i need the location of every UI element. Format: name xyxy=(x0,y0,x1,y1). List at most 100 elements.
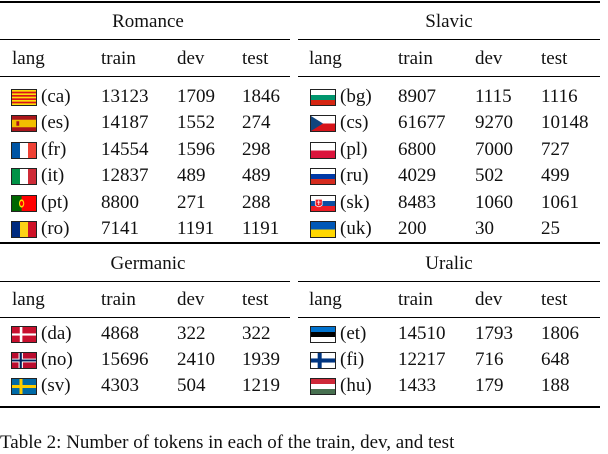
train-value: 14554 xyxy=(101,138,149,160)
group-title: Romance xyxy=(112,11,184,32)
test-value: 648 xyxy=(541,349,570,371)
group-title-rule xyxy=(298,281,600,282)
test-value: 10148 xyxy=(541,112,589,134)
lang-code: (ru) xyxy=(340,165,369,187)
dev-value: 1793 xyxy=(475,323,513,344)
france-flag-icon xyxy=(11,141,37,159)
lang-code: (bg) xyxy=(340,86,372,107)
train-value: 200 xyxy=(398,218,427,239)
test-value: 499 xyxy=(541,165,570,187)
train-value: 8800 xyxy=(101,191,139,213)
test-value: 727 xyxy=(541,138,570,160)
test-value: 188 xyxy=(541,375,570,397)
group-title: Slavic xyxy=(425,11,473,32)
header-dev: dev xyxy=(475,289,503,310)
table-bottom-rule xyxy=(0,406,600,408)
ukraine-flag-icon xyxy=(310,221,336,238)
lang-code: (cs) xyxy=(340,112,369,134)
poland-flag-icon xyxy=(310,141,336,159)
czechia-flag-icon xyxy=(310,115,336,133)
dev-value: 322 xyxy=(177,323,206,344)
header-train: train xyxy=(398,48,433,69)
header-train: train xyxy=(101,289,136,310)
header-test: test xyxy=(541,289,568,310)
slovakia-flag-icon xyxy=(310,194,336,212)
test-value: 1191 xyxy=(242,218,280,239)
train-value: 14187 xyxy=(101,112,149,134)
group-title: Uralic xyxy=(425,253,473,274)
train-value: 61677 xyxy=(398,112,446,134)
lang-code: (fi) xyxy=(340,349,365,371)
header-rule xyxy=(298,317,600,318)
header-rule xyxy=(298,76,600,77)
dev-value: 1060 xyxy=(475,191,513,213)
header-lang: lang xyxy=(309,289,342,310)
bulgaria-flag-icon xyxy=(310,89,336,106)
test-value: 1939 xyxy=(242,349,280,371)
lang-code: (hu) xyxy=(340,375,372,397)
header-lang: lang xyxy=(12,289,45,310)
dev-value: 502 xyxy=(475,165,504,187)
header-dev: dev xyxy=(177,48,205,69)
train-value: 8483 xyxy=(398,191,436,213)
lang-code: (es) xyxy=(41,112,70,134)
lang-code: (ca) xyxy=(41,86,71,107)
lang-code: (it) xyxy=(41,165,65,187)
header-lang: lang xyxy=(309,48,342,69)
lang-code: (uk) xyxy=(340,218,372,239)
catalonia-flag-icon xyxy=(11,89,37,106)
lang-code: (da) xyxy=(41,323,72,344)
train-value: 15696 xyxy=(101,349,149,371)
dev-value: 179 xyxy=(475,375,504,397)
header-dev: dev xyxy=(177,289,205,310)
dev-value: 7000 xyxy=(475,138,513,160)
train-value: 12837 xyxy=(101,165,149,187)
train-value: 12217 xyxy=(398,349,446,371)
dev-value: 716 xyxy=(475,349,504,371)
spain-flag-icon xyxy=(11,115,37,133)
lang-code: (fr) xyxy=(41,138,67,160)
group-title-rule xyxy=(0,39,290,40)
norway-flag-icon xyxy=(11,352,37,370)
portugal-flag-icon xyxy=(11,194,37,212)
train-value: 13123 xyxy=(101,86,149,107)
sweden-flag-icon xyxy=(11,378,37,396)
dev-value: 1115 xyxy=(475,86,512,107)
lang-code: (ro) xyxy=(41,218,70,239)
group-title-rule xyxy=(0,281,290,282)
dev-value: 1709 xyxy=(177,86,215,107)
lang-code: (et) xyxy=(340,323,367,344)
header-test: test xyxy=(242,289,269,310)
header-dev: dev xyxy=(475,48,503,69)
italy-flag-icon xyxy=(11,168,37,186)
lang-code: (sv) xyxy=(41,375,71,397)
header-test: test xyxy=(242,48,269,69)
test-value: 489 xyxy=(242,165,271,187)
test-value: 298 xyxy=(242,138,271,160)
train-value: 8907 xyxy=(398,86,436,107)
table-top-rule xyxy=(0,1,600,3)
table-section-rule xyxy=(0,242,600,244)
test-value: 322 xyxy=(242,323,271,344)
russia-flag-icon xyxy=(310,168,336,186)
test-value: 1061 xyxy=(541,191,579,213)
estonia-flag-icon xyxy=(310,326,336,343)
train-value: 4303 xyxy=(101,375,139,397)
romania-flag-icon xyxy=(11,221,37,238)
lang-code: (no) xyxy=(41,349,73,371)
hungary-flag-icon xyxy=(310,378,336,396)
dev-value: 30 xyxy=(475,218,494,239)
table-caption: Table 2: Number of tokens in each of the… xyxy=(0,432,455,453)
train-value: 6800 xyxy=(398,138,436,160)
dev-value: 489 xyxy=(177,165,206,187)
train-value: 4029 xyxy=(398,165,436,187)
lang-code: (sk) xyxy=(340,191,370,213)
header-rule xyxy=(0,76,290,77)
dev-value: 504 xyxy=(177,375,206,397)
test-value: 1219 xyxy=(242,375,280,397)
header-test: test xyxy=(541,48,568,69)
dev-value: 1191 xyxy=(177,218,215,239)
train-value: 1433 xyxy=(398,375,436,397)
group-title: Germanic xyxy=(110,253,186,274)
group-title-rule xyxy=(298,39,600,40)
